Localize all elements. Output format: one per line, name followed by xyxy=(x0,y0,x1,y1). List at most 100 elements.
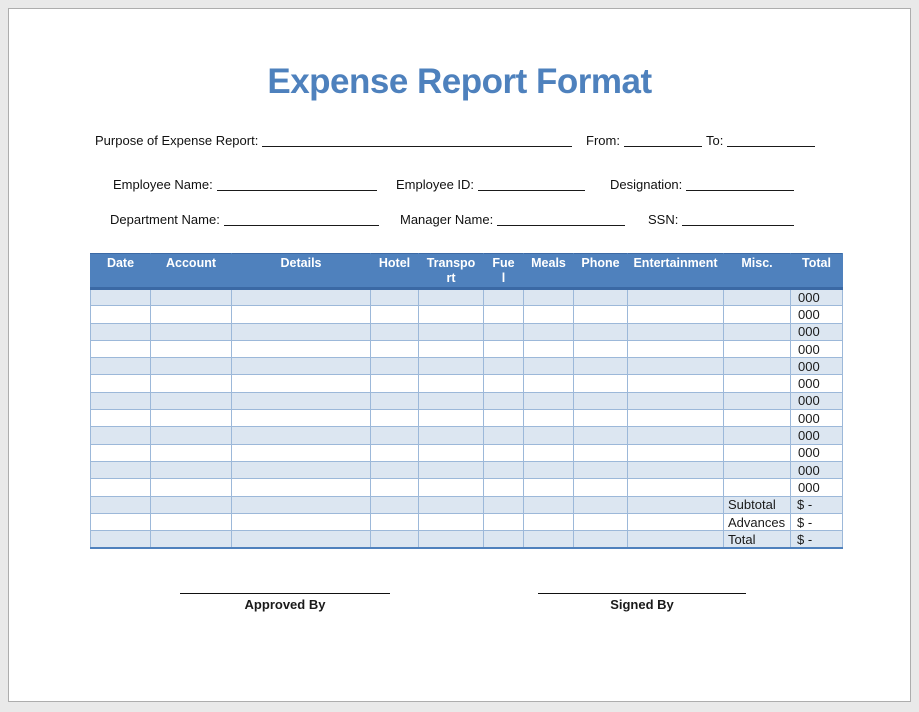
signed-by-signature-line[interactable] xyxy=(538,585,746,594)
row-cell[interactable] xyxy=(723,409,791,428)
from-blank-line[interactable] xyxy=(623,134,702,147)
row-total-cell[interactable]: 000 xyxy=(790,357,843,376)
row-cell[interactable] xyxy=(483,460,524,480)
row-cell[interactable] xyxy=(231,530,371,549)
row-cell[interactable] xyxy=(523,391,574,411)
row-cell[interactable] xyxy=(483,443,524,462)
row-cell[interactable] xyxy=(573,391,628,411)
row-total-cell[interactable]: 000 xyxy=(790,409,843,428)
row-cell[interactable] xyxy=(627,426,724,445)
row-cell[interactable] xyxy=(231,443,371,462)
row-cell[interactable] xyxy=(370,409,419,428)
row-cell[interactable] xyxy=(573,409,628,428)
row-cell[interactable] xyxy=(523,530,574,549)
employee-name-blank-line[interactable] xyxy=(216,178,377,191)
row-cell[interactable] xyxy=(150,426,232,445)
row-cell[interactable] xyxy=(150,357,232,376)
row-cell[interactable] xyxy=(150,305,232,324)
row-cell[interactable] xyxy=(573,287,628,307)
row-cell[interactable] xyxy=(370,426,419,445)
row-cell[interactable] xyxy=(723,339,791,359)
row-cell[interactable] xyxy=(523,478,574,497)
row-cell[interactable] xyxy=(523,426,574,445)
row-cell[interactable] xyxy=(90,495,151,514)
row-cell[interactable] xyxy=(573,530,628,549)
row-total-cell[interactable]: 000 xyxy=(790,374,843,393)
row-cell[interactable] xyxy=(627,374,724,393)
purpose-blank-line[interactable] xyxy=(262,134,573,147)
ssn-blank-line[interactable] xyxy=(682,213,795,226)
row-cell[interactable] xyxy=(370,478,419,497)
row-cell[interactable] xyxy=(231,409,371,428)
row-cell[interactable] xyxy=(483,478,524,497)
row-cell[interactable] xyxy=(573,357,628,376)
row-cell[interactable] xyxy=(231,357,371,376)
row-cell[interactable] xyxy=(231,305,371,324)
row-cell[interactable] xyxy=(573,426,628,445)
row-cell[interactable] xyxy=(150,460,232,480)
row-cell[interactable] xyxy=(150,287,232,307)
row-cell[interactable] xyxy=(523,460,574,480)
row-cell[interactable] xyxy=(523,512,574,532)
row-total-cell[interactable]: 000 xyxy=(790,426,843,445)
row-cell[interactable] xyxy=(483,512,524,532)
row-cell[interactable] xyxy=(523,339,574,359)
designation-blank-line[interactable] xyxy=(686,178,795,191)
row-cell[interactable] xyxy=(150,409,232,428)
row-cell[interactable] xyxy=(483,495,524,514)
row-cell[interactable] xyxy=(90,460,151,480)
row-cell[interactable] xyxy=(483,409,524,428)
row-cell[interactable] xyxy=(723,374,791,393)
row-cell[interactable] xyxy=(523,409,574,428)
row-cell[interactable] xyxy=(150,530,232,549)
row-cell[interactable] xyxy=(90,339,151,359)
row-cell[interactable] xyxy=(723,391,791,411)
row-cell[interactable] xyxy=(231,339,371,359)
row-cell[interactable] xyxy=(90,443,151,462)
to-blank-line[interactable] xyxy=(727,134,816,147)
row-cell[interactable] xyxy=(627,305,724,324)
row-cell[interactable] xyxy=(627,495,724,514)
row-cell[interactable] xyxy=(573,374,628,393)
row-cell[interactable] xyxy=(627,391,724,411)
row-cell[interactable] xyxy=(627,322,724,341)
row-cell[interactable] xyxy=(370,322,419,341)
row-cell[interactable] xyxy=(90,374,151,393)
row-cell[interactable] xyxy=(723,426,791,445)
row-cell[interactable] xyxy=(573,443,628,462)
row-cell[interactable] xyxy=(90,391,151,411)
row-cell[interactable] xyxy=(231,478,371,497)
row-cell[interactable] xyxy=(370,305,419,324)
row-cell[interactable] xyxy=(90,322,151,341)
row-cell[interactable] xyxy=(418,443,484,462)
row-cell[interactable] xyxy=(418,495,484,514)
row-cell[interactable] xyxy=(523,443,574,462)
row-total-cell[interactable]: 000 xyxy=(790,322,843,341)
row-cell[interactable] xyxy=(418,512,484,532)
row-cell[interactable] xyxy=(418,391,484,411)
row-cell[interactable] xyxy=(150,443,232,462)
row-cell[interactable] xyxy=(90,287,151,307)
row-cell[interactable] xyxy=(418,426,484,445)
row-cell[interactable] xyxy=(573,512,628,532)
row-cell[interactable] xyxy=(483,426,524,445)
row-cell[interactable] xyxy=(370,460,419,480)
row-cell[interactable] xyxy=(231,287,371,307)
row-cell[interactable] xyxy=(627,339,724,359)
row-cell[interactable] xyxy=(370,530,419,549)
row-cell[interactable] xyxy=(573,495,628,514)
row-cell[interactable] xyxy=(370,495,419,514)
row-cell[interactable] xyxy=(627,357,724,376)
row-cell[interactable] xyxy=(418,460,484,480)
row-cell[interactable] xyxy=(418,478,484,497)
row-cell[interactable] xyxy=(523,305,574,324)
row-cell[interactable] xyxy=(723,322,791,341)
row-cell[interactable] xyxy=(573,339,628,359)
row-cell[interactable] xyxy=(231,426,371,445)
row-cell[interactable] xyxy=(418,339,484,359)
row-cell[interactable] xyxy=(523,322,574,341)
row-cell[interactable] xyxy=(370,339,419,359)
row-cell[interactable] xyxy=(483,530,524,549)
row-cell[interactable] xyxy=(627,512,724,532)
row-cell[interactable] xyxy=(483,391,524,411)
